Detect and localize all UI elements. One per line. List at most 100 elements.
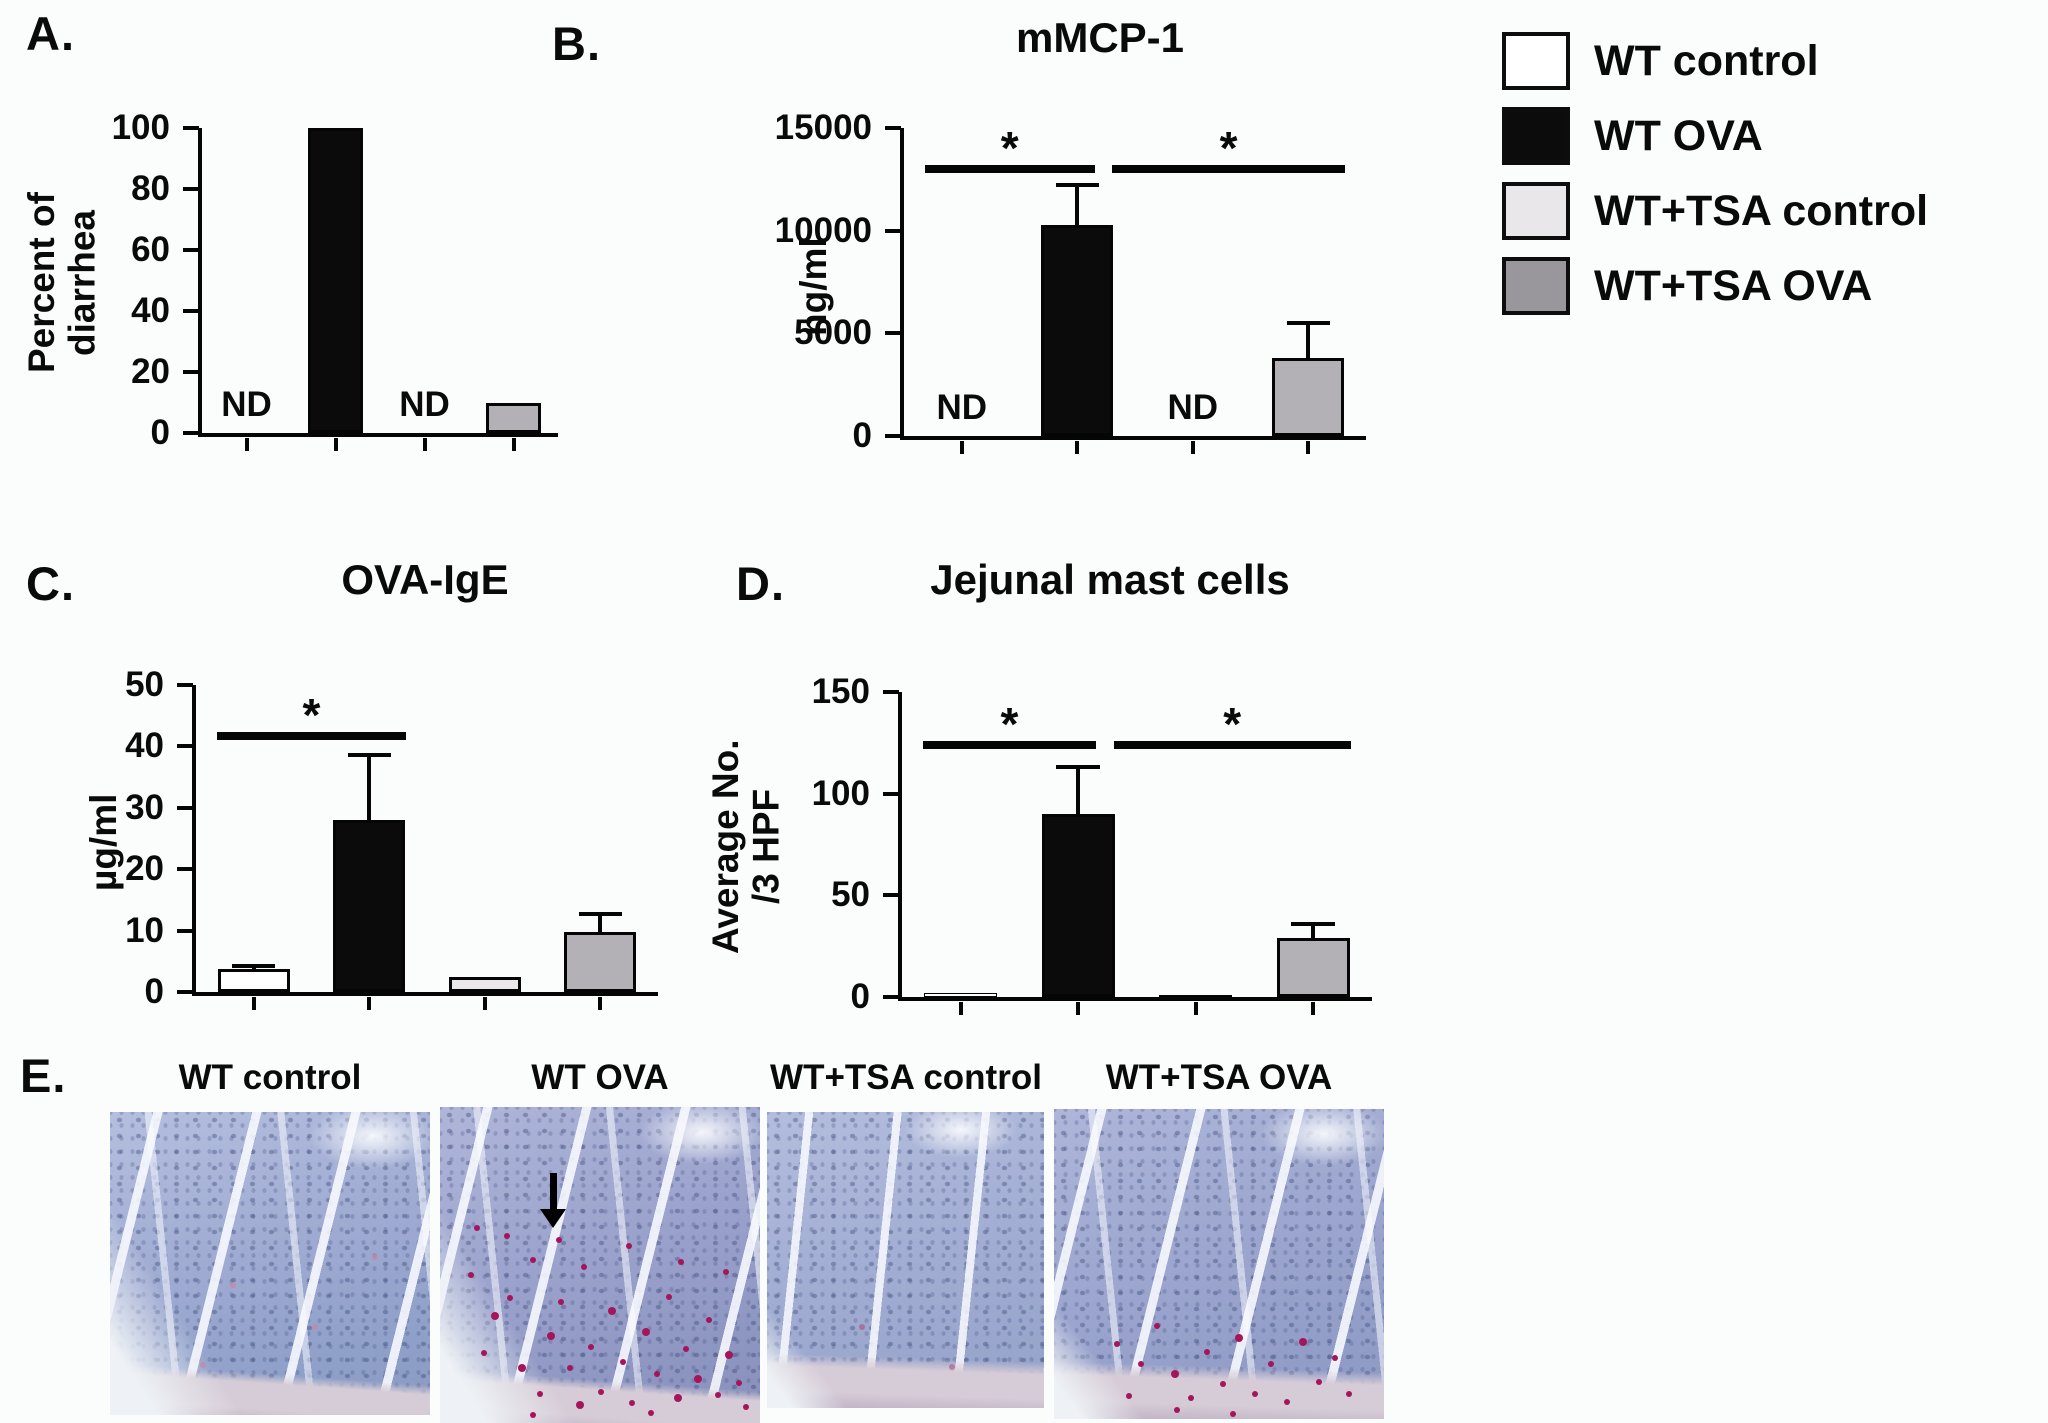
y-tick bbox=[885, 228, 901, 233]
panel-letter-a: A. bbox=[26, 7, 75, 60]
bar-chart-percent-diarrhea: 0 20 40 60 80 100 ND ND bbox=[112, 110, 558, 451]
significance-bar bbox=[923, 740, 1096, 749]
legend-swatch-wt-ova bbox=[1502, 107, 1570, 165]
arrow-head bbox=[540, 1209, 566, 1228]
legend: WT control WT OVA WT+TSA control WT+TSA … bbox=[1502, 32, 1928, 315]
histology-image-wt-control bbox=[110, 1112, 430, 1415]
error-bar-wt-tsa-ova bbox=[598, 911, 603, 933]
y-tick-label: 100 bbox=[811, 773, 870, 813]
y-tick bbox=[183, 431, 199, 435]
y-tick-label: 5000 bbox=[794, 313, 872, 353]
bar-wt-ova bbox=[307, 128, 364, 433]
bar-wt-control bbox=[217, 968, 290, 992]
legend-item-wt-tsa-ova: WT+TSA OVA bbox=[1502, 257, 1928, 315]
y-tick bbox=[183, 126, 199, 130]
y-tick-label: 20 bbox=[125, 849, 164, 889]
x-tick bbox=[1075, 441, 1080, 454]
x-tick bbox=[511, 438, 516, 451]
x-tick bbox=[958, 1002, 963, 1015]
y-tick bbox=[885, 126, 901, 130]
error-bar-cap-wt-tsa-ova bbox=[578, 911, 622, 916]
error-bar-cap-wt-ova bbox=[347, 752, 391, 757]
y-tick bbox=[883, 791, 899, 796]
y-tick bbox=[177, 867, 193, 872]
y-tick bbox=[885, 331, 901, 336]
y-tick-label: 100 bbox=[111, 108, 170, 147]
x-tick bbox=[1190, 441, 1195, 454]
error-bar-cap-wt-tsa-ova bbox=[1286, 321, 1330, 326]
chart-title-jejunal-mast-cells: Jejunal mast cells bbox=[930, 556, 1290, 603]
bar-chart-jejunal-mast-cells: 0 50 100 150 * * bbox=[812, 674, 1372, 1015]
y-tick bbox=[177, 744, 193, 749]
legend-swatch-wt-tsa-control bbox=[1502, 182, 1570, 240]
histology-image-wt-tsa-control bbox=[767, 1112, 1044, 1408]
bar-wt-tsa-ova bbox=[1272, 357, 1345, 436]
x-tick bbox=[244, 438, 249, 451]
y-axis-label-ug-ml: µg/ml bbox=[83, 793, 124, 892]
y-axis-label-average-no-3hpf: Average No. /3 HPF bbox=[705, 739, 787, 954]
y-tick bbox=[183, 187, 199, 191]
muscle-layer-band bbox=[1054, 1109, 1384, 1419]
histology-label-wt-control: WT control bbox=[178, 1058, 362, 1097]
y-tick bbox=[177, 805, 193, 810]
x-tick bbox=[422, 438, 427, 451]
histology-label-wt-tsa-control: WT+TSA control bbox=[770, 1058, 1042, 1097]
mast-cell-dots bbox=[110, 1112, 116, 1118]
error-bar-cap-wt-ova bbox=[1055, 183, 1099, 188]
x-tick bbox=[367, 997, 372, 1010]
significance-asterisk: * bbox=[1219, 122, 1238, 175]
y-tick bbox=[177, 683, 193, 687]
nd-label-wt-tsa-control: ND bbox=[399, 385, 450, 424]
y-tick bbox=[177, 990, 193, 994]
error-bar-wt-tsa-ova bbox=[1311, 921, 1316, 939]
error-bar-wt-ova bbox=[367, 752, 372, 821]
y-tick bbox=[183, 370, 199, 374]
bar-wt-tsa-control bbox=[1159, 994, 1233, 997]
y-tick-label: 10 bbox=[125, 910, 164, 950]
x-tick bbox=[251, 997, 256, 1010]
error-bar-cap-wt-tsa-ova bbox=[1291, 921, 1336, 926]
error-bar-cap-wt-ova bbox=[1056, 765, 1101, 770]
legend-swatch-wt-control bbox=[1502, 32, 1570, 90]
y-tick bbox=[883, 995, 899, 999]
chart-title-ova-ige: OVA-IgE bbox=[341, 556, 509, 603]
bar-wt-ova bbox=[1041, 224, 1114, 436]
y-tick-label: 10000 bbox=[774, 210, 872, 250]
error-bar-wt-tsa-ova bbox=[1306, 321, 1311, 358]
legend-label: WT OVA bbox=[1594, 111, 1763, 160]
significance-asterisk: * bbox=[1223, 697, 1242, 750]
y-tick-label: 40 bbox=[131, 291, 170, 330]
panel-letter-b: B. bbox=[552, 17, 601, 70]
significance-bar bbox=[216, 732, 407, 741]
y-tick-label: 150 bbox=[811, 672, 870, 711]
nd-label-wt-control: ND bbox=[936, 388, 988, 427]
y-tick-label: 40 bbox=[125, 726, 164, 766]
bar-chart-ova-ige: 0 10 20 30 40 50 * bbox=[125, 667, 658, 1010]
panel-letter-e: E. bbox=[20, 1049, 67, 1102]
y-tick bbox=[883, 893, 899, 898]
bar-wt-tsa-ova bbox=[485, 402, 542, 433]
x-tick bbox=[598, 997, 603, 1010]
panel-letter-c: C. bbox=[26, 557, 75, 610]
histology-label-wt-tsa-ova: WT+TSA OVA bbox=[1105, 1058, 1333, 1097]
legend-item-wt-ova: WT OVA bbox=[1502, 107, 1928, 165]
nd-label-wt-control: ND bbox=[221, 385, 272, 424]
legend-item-wt-tsa-control: WT+TSA control bbox=[1502, 182, 1928, 240]
y-tick-label: 15000 bbox=[774, 108, 872, 147]
bar-chart-mmcp1: 0 5000 10000 15000 ND ND * * bbox=[775, 110, 1366, 454]
significance-asterisk: * bbox=[1000, 122, 1019, 175]
y-tick bbox=[885, 434, 901, 438]
histology-image-wt-ova bbox=[440, 1107, 760, 1423]
legend-swatch-wt-tsa-ova bbox=[1502, 257, 1570, 315]
panel-letter-d: D. bbox=[736, 557, 785, 610]
significance-asterisk: * bbox=[1000, 697, 1019, 750]
mast-cell-dots bbox=[440, 1107, 446, 1113]
bar-wt-control bbox=[924, 992, 998, 997]
error-bar-wt-ova bbox=[1075, 183, 1080, 225]
x-tick bbox=[1076, 1002, 1081, 1015]
x-tick bbox=[482, 997, 487, 1010]
error-bar-wt-ova bbox=[1076, 765, 1081, 814]
x-tick bbox=[959, 441, 964, 454]
y-tick bbox=[183, 248, 199, 252]
